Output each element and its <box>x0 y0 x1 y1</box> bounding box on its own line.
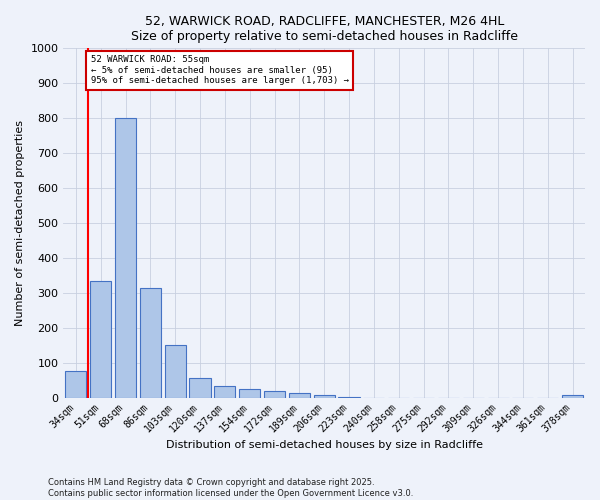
Bar <box>90 280 111 398</box>
Bar <box>65 372 86 398</box>
Bar <box>214 386 235 398</box>
Bar <box>338 397 359 398</box>
Bar <box>190 378 211 398</box>
Y-axis label: Number of semi-detached properties: Number of semi-detached properties <box>15 120 25 326</box>
Bar <box>289 392 310 398</box>
Title: 52, WARWICK ROAD, RADCLIFFE, MANCHESTER, M26 4HL
Size of property relative to se: 52, WARWICK ROAD, RADCLIFFE, MANCHESTER,… <box>131 15 518 43</box>
Text: Contains HM Land Registry data © Crown copyright and database right 2025.
Contai: Contains HM Land Registry data © Crown c… <box>48 478 413 498</box>
Text: 52 WARWICK ROAD: 55sqm
← 5% of semi-detached houses are smaller (95)
95% of semi: 52 WARWICK ROAD: 55sqm ← 5% of semi-deta… <box>91 56 349 85</box>
Bar <box>314 395 335 398</box>
Bar <box>140 288 161 398</box>
Bar <box>562 395 583 398</box>
Bar <box>164 345 186 398</box>
Bar <box>264 390 285 398</box>
Bar <box>239 389 260 398</box>
Bar <box>115 118 136 398</box>
X-axis label: Distribution of semi-detached houses by size in Radcliffe: Distribution of semi-detached houses by … <box>166 440 483 450</box>
